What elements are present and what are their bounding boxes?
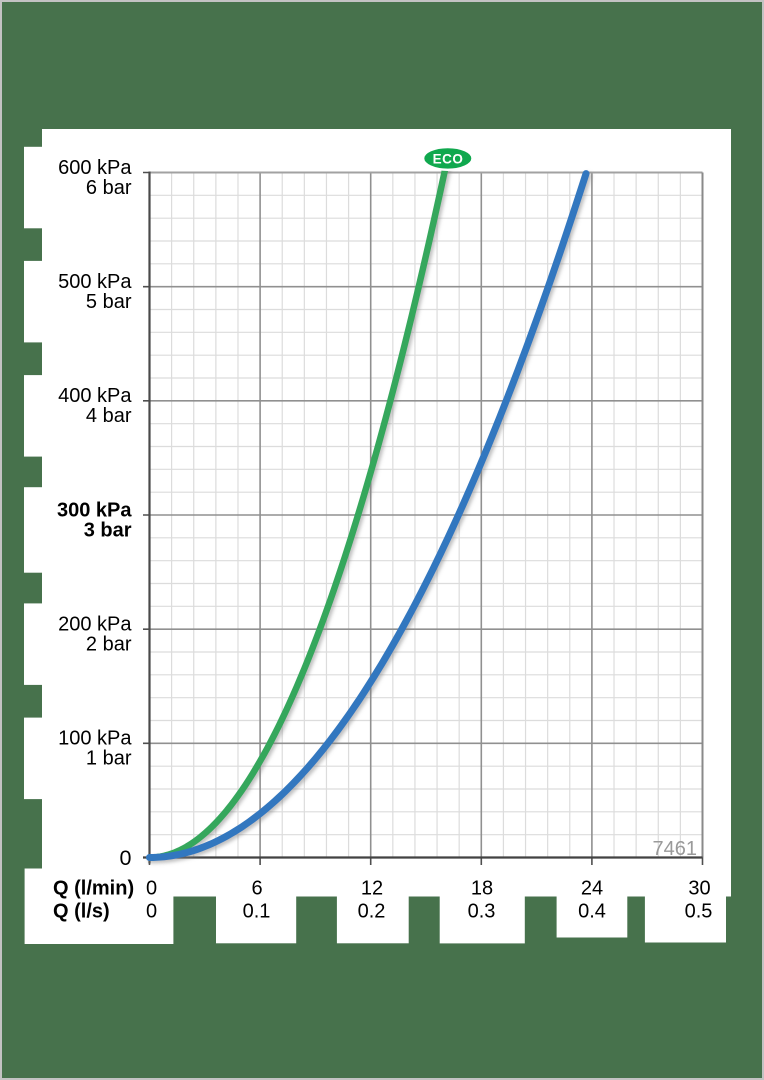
svg-text:600 kPa: 600 kPa xyxy=(58,157,132,179)
svg-text:500 kPa: 500 kPa xyxy=(58,271,132,293)
svg-text:6: 6 xyxy=(251,878,262,900)
svg-text:0.4: 0.4 xyxy=(578,901,606,923)
svg-text:0.2: 0.2 xyxy=(358,901,386,923)
svg-text:0.3: 0.3 xyxy=(468,901,496,923)
svg-text:0: 0 xyxy=(146,878,157,900)
svg-text:4 bar: 4 bar xyxy=(86,405,132,427)
svg-text:30: 30 xyxy=(688,878,710,900)
svg-text:1 bar: 1 bar xyxy=(86,748,132,770)
svg-text:200 kPa: 200 kPa xyxy=(58,614,132,636)
svg-text:18: 18 xyxy=(471,878,493,900)
svg-text:3 bar: 3 bar xyxy=(84,519,132,541)
svg-text:Q (l/s): Q (l/s) xyxy=(53,901,110,923)
svg-text:400 kPa: 400 kPa xyxy=(58,385,132,407)
svg-text:Q (l/min): Q (l/min) xyxy=(53,878,134,900)
svg-text:0: 0 xyxy=(120,846,132,870)
svg-text:5 bar: 5 bar xyxy=(86,291,132,313)
svg-text:0.5: 0.5 xyxy=(685,901,713,923)
svg-text:0.1: 0.1 xyxy=(243,901,271,923)
svg-text:24: 24 xyxy=(581,878,603,900)
svg-text:100 kPa: 100 kPa xyxy=(58,728,132,750)
svg-text:2 bar: 2 bar xyxy=(86,634,132,656)
svg-text:0: 0 xyxy=(146,901,157,923)
svg-text:6 bar: 6 bar xyxy=(86,177,132,199)
svg-text:300 kPa: 300 kPa xyxy=(57,499,132,521)
svg-text:12: 12 xyxy=(361,878,383,900)
svg-text:ECO: ECO xyxy=(433,151,464,166)
svg-text:7461: 7461 xyxy=(653,838,698,860)
